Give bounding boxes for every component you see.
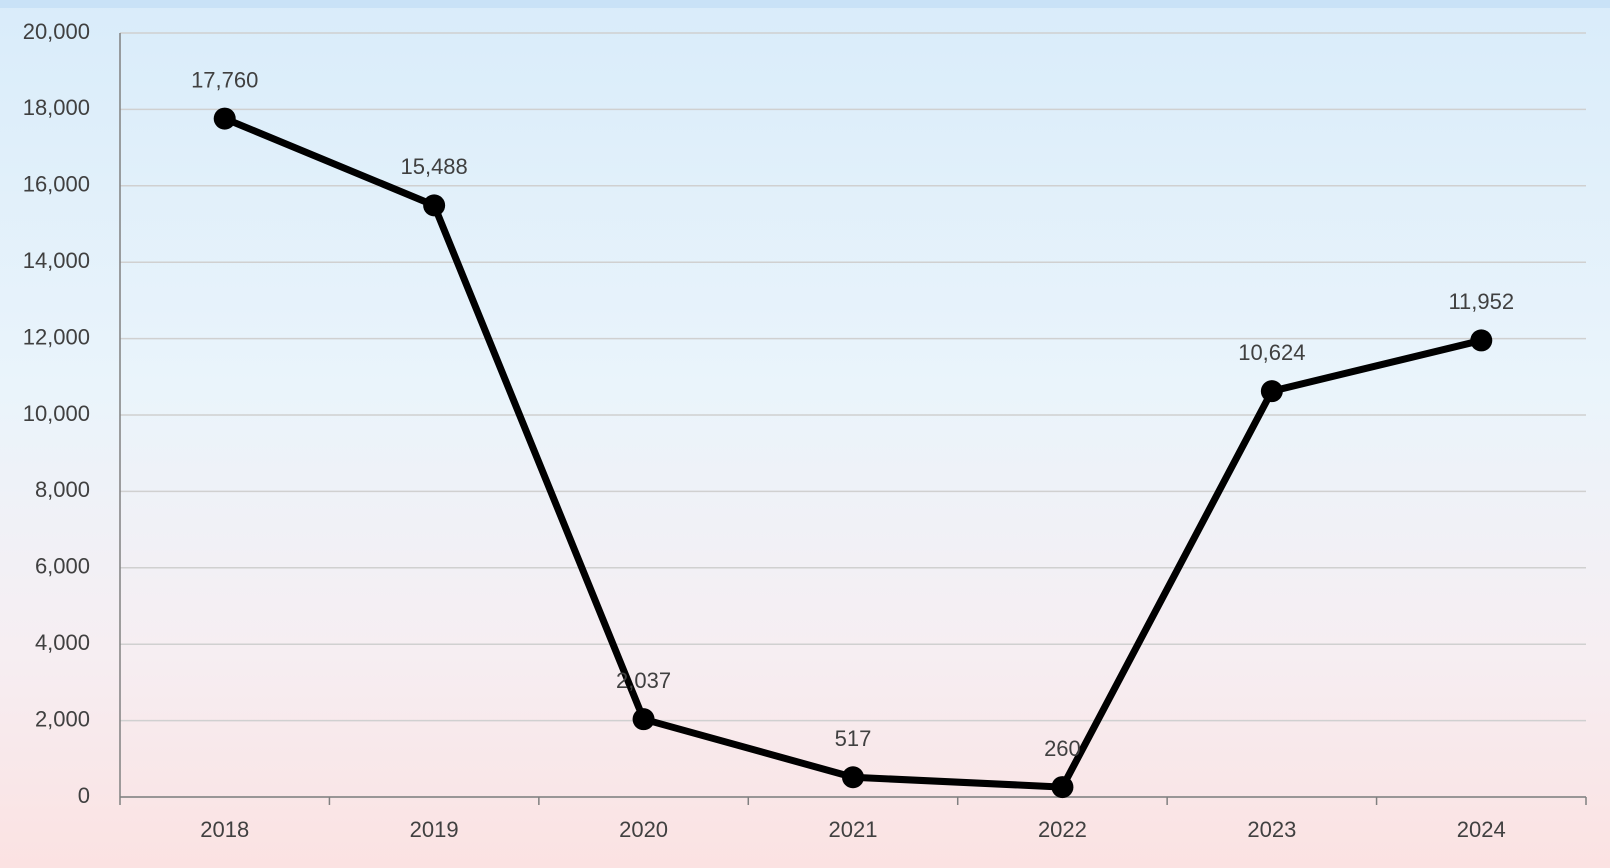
- data-label: 2,037: [616, 668, 671, 693]
- y-tick-label: 18,000: [23, 95, 90, 120]
- data-point: [213, 107, 236, 130]
- data-point: [1260, 380, 1283, 403]
- data-label: 11,952: [1448, 289, 1514, 314]
- data-point: [423, 194, 446, 217]
- data-label: 17,760: [191, 67, 258, 92]
- data-point: [1051, 776, 1074, 799]
- top-border: [0, 0, 1610, 8]
- y-tick-label: 14,000: [23, 248, 90, 273]
- y-tick-label: 6,000: [35, 554, 90, 579]
- data-label: 517: [835, 726, 872, 751]
- data-label: 260: [1044, 736, 1081, 761]
- y-tick-label: 10,000: [23, 401, 90, 426]
- x-tick-label: 2021: [829, 817, 878, 842]
- y-tick-label: 2,000: [35, 706, 90, 731]
- data-label: 10,624: [1238, 340, 1305, 365]
- data-point: [1470, 329, 1493, 352]
- y-tick-label: 0: [78, 783, 90, 808]
- data-point: [842, 766, 864, 789]
- x-tick-label: 2018: [200, 817, 249, 842]
- y-tick-label: 8,000: [35, 477, 90, 502]
- x-tick-label: 2022: [1038, 817, 1087, 842]
- x-tick-label: 2020: [619, 817, 668, 842]
- x-tick-label: 2023: [1247, 817, 1296, 842]
- data-point: [632, 708, 655, 731]
- y-tick-label: 16,000: [23, 172, 90, 197]
- y-tick-label: 4,000: [35, 630, 90, 655]
- y-tick-label: 20,000: [23, 19, 90, 44]
- data-label: 15,488: [400, 154, 467, 179]
- x-tick-label: 2024: [1457, 817, 1506, 842]
- y-tick-label: 12,000: [23, 324, 90, 349]
- x-tick-label: 2019: [410, 817, 459, 842]
